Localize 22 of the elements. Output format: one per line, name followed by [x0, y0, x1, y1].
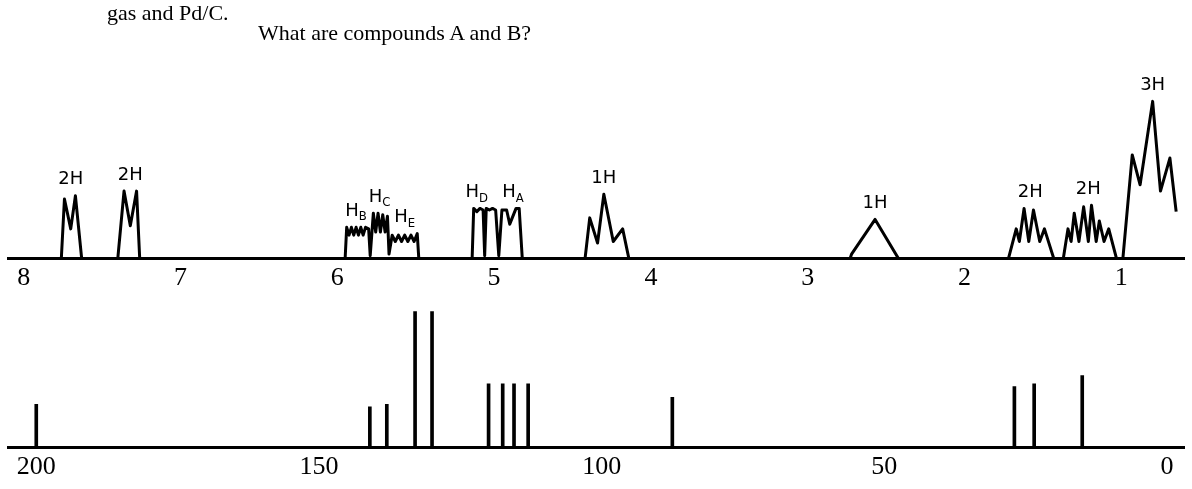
x-tick-label: 0 — [1160, 451, 1174, 481]
x-tick-label: 5 — [487, 262, 501, 292]
x-tick-label: 50 — [871, 451, 898, 481]
x-tick-label: 150 — [299, 451, 339, 481]
annotation: 2H — [117, 162, 143, 184]
x-tick-label: 100 — [582, 451, 622, 481]
annotation: 1H — [591, 165, 617, 187]
annotation: 2H — [1075, 176, 1101, 198]
x-tick-label: 8 — [17, 262, 31, 292]
x-tick-label: 200 — [16, 451, 56, 481]
x-tick-label: 4 — [644, 262, 658, 292]
x-tick-label: 7 — [173, 262, 187, 292]
text: gas and Pd/C. — [107, 0, 229, 26]
x-tick-label: 2 — [957, 262, 971, 292]
x-tick-label: 3 — [801, 262, 815, 292]
chart-title: What are compounds A and B? — [258, 20, 532, 46]
annotation: 2H — [1017, 180, 1043, 202]
annotation: 3H — [1140, 72, 1166, 94]
x-tick-label: 1 — [1114, 262, 1128, 292]
annotation: 1H — [862, 191, 888, 213]
annotation: 2H — [58, 167, 84, 189]
x-tick-label: 6 — [330, 262, 344, 292]
